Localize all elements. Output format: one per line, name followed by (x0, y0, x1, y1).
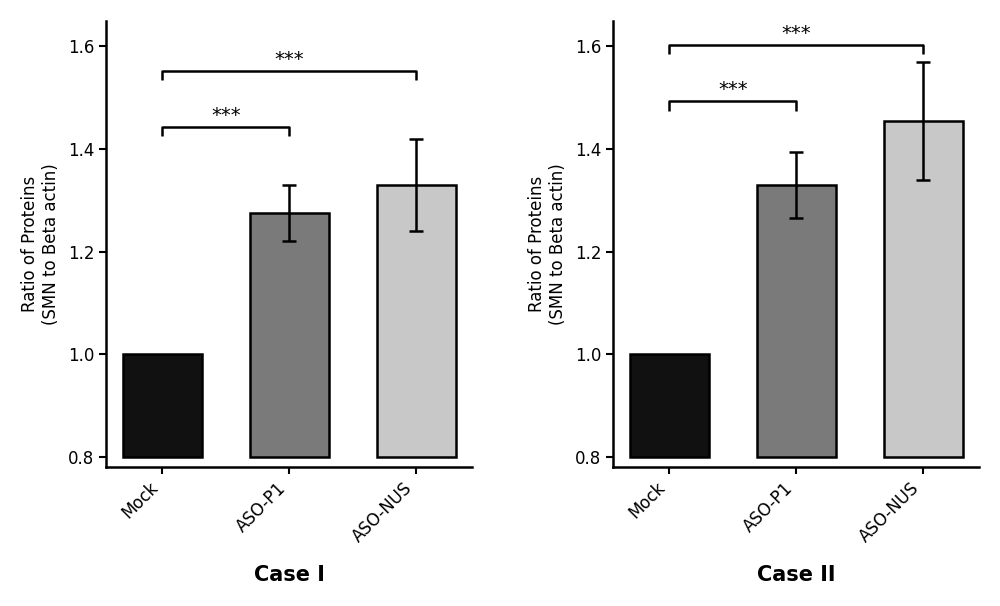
Bar (250, 213, 329, 457)
X-axis label: Case I: Case I (254, 565, 325, 585)
Bar (630, 355, 709, 457)
Text: ***: *** (274, 50, 304, 68)
Text: ***: *** (781, 24, 811, 43)
Bar (377, 185, 456, 457)
Bar (757, 185, 836, 457)
Y-axis label: Ratio of Proteins
(SMN to Beta actin): Ratio of Proteins (SMN to Beta actin) (21, 163, 60, 325)
Bar (884, 121, 963, 457)
Text: ***: *** (211, 106, 241, 125)
Y-axis label: Ratio of Proteins
(SMN to Beta actin): Ratio of Proteins (SMN to Beta actin) (528, 163, 567, 325)
X-axis label: Case II: Case II (757, 565, 835, 585)
Text: ***: *** (718, 81, 748, 99)
Bar (123, 355, 202, 457)
